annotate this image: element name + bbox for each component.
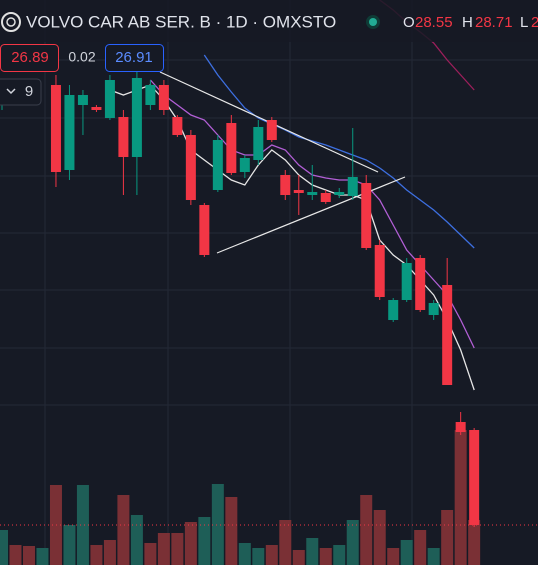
candle-body xyxy=(293,190,304,193)
volume-bar xyxy=(319,548,332,565)
indicator-toggle[interactable] xyxy=(0,78,42,106)
ma-line xyxy=(109,84,475,391)
candle-body xyxy=(401,263,412,300)
volume-bar xyxy=(441,510,454,565)
ohlc-key: O xyxy=(403,14,415,31)
ohlc-value: 28.71 xyxy=(475,14,513,31)
volume-bar xyxy=(157,533,170,565)
volume-bar xyxy=(144,543,157,565)
candle-body xyxy=(199,205,210,255)
candle-body xyxy=(91,107,102,110)
candle-body xyxy=(280,175,291,195)
volume-bar xyxy=(252,548,265,565)
ohlc-key: L xyxy=(520,14,528,31)
candle-body xyxy=(442,285,453,385)
candle-body xyxy=(145,85,156,105)
price-labels: 26.89 0.02 26.91 9 xyxy=(0,44,164,106)
volume-bar xyxy=(130,515,143,565)
volume-pane xyxy=(0,430,481,565)
volume-bar xyxy=(198,517,211,565)
volume-bar xyxy=(0,530,8,565)
sell-box[interactable] xyxy=(0,44,59,72)
candle-body xyxy=(104,80,115,118)
candle-body xyxy=(131,78,142,157)
candle-body xyxy=(347,177,358,196)
volume-bar xyxy=(373,510,386,565)
candle-body xyxy=(307,192,318,195)
volume-bar xyxy=(387,548,400,565)
volume-bar xyxy=(49,485,62,565)
indicator-count: 9 xyxy=(25,83,33,100)
volume-bar xyxy=(103,540,116,565)
buy-price: 26.91 xyxy=(115,49,153,66)
candle-body xyxy=(158,85,169,110)
candle-body xyxy=(334,192,345,195)
volume-bar xyxy=(265,545,278,565)
candle-body xyxy=(415,258,426,310)
candle-body xyxy=(374,245,385,297)
volume-bar xyxy=(360,495,373,565)
candle-body xyxy=(185,135,196,200)
candle-body xyxy=(455,422,466,432)
volume-bar xyxy=(63,525,76,565)
symbol-icon xyxy=(1,12,21,32)
header-bg xyxy=(0,0,538,42)
candle-body xyxy=(253,127,264,160)
volume-bar xyxy=(454,430,467,565)
candle-body xyxy=(388,300,399,320)
volume-bar xyxy=(414,530,427,565)
volume-bar xyxy=(292,550,305,565)
candle-body xyxy=(469,430,480,525)
ohlc-key: H xyxy=(462,14,473,31)
chevron xyxy=(6,88,16,95)
candle-body xyxy=(212,140,223,190)
status-dot xyxy=(369,18,377,26)
trendline xyxy=(216,176,406,254)
candle-body xyxy=(428,303,439,315)
volume-bar xyxy=(427,548,440,565)
ma-line xyxy=(203,54,475,249)
volume-bar xyxy=(400,540,413,565)
volume-bar xyxy=(346,520,359,565)
chart-title: VOLVO CAR AB SER. B · 1D · OMXSTO xyxy=(26,12,336,31)
volume-bar xyxy=(225,497,238,565)
volume-bar xyxy=(468,520,481,565)
volume-bar xyxy=(333,545,346,565)
candle-body xyxy=(320,193,331,202)
buy-box[interactable] xyxy=(105,44,164,72)
candle-body xyxy=(361,183,372,248)
volume-bar xyxy=(76,485,89,565)
candles xyxy=(0,70,538,527)
ohlc-value: 2 xyxy=(531,14,538,31)
volume-bar xyxy=(211,484,224,565)
symbol-icon xyxy=(6,17,16,27)
volume-bar xyxy=(9,545,22,565)
volume-bar xyxy=(184,522,197,565)
volume-bar xyxy=(306,538,319,565)
spread: 0.02 xyxy=(68,49,95,65)
volume-bar xyxy=(279,520,292,565)
candle-body xyxy=(64,95,75,170)
candle-body xyxy=(226,123,237,173)
volume-bar xyxy=(36,548,49,565)
sell-price: 26.89 xyxy=(11,49,49,66)
header: VOLVO CAR AB SER. B · 1D · OMXSTO O 28.5… xyxy=(0,0,538,42)
volume-bar xyxy=(117,495,130,565)
ohlc-value: 28.55 xyxy=(415,14,453,31)
volume-bar xyxy=(171,533,184,565)
volume-bar xyxy=(238,543,251,565)
candle-body xyxy=(77,95,88,105)
volume-bar xyxy=(90,545,103,565)
candle-body xyxy=(118,117,129,157)
candle-body xyxy=(50,85,61,172)
candle-body xyxy=(172,117,183,135)
volume-bar xyxy=(22,546,35,565)
candle-body xyxy=(266,120,277,140)
candle-body xyxy=(239,158,250,172)
